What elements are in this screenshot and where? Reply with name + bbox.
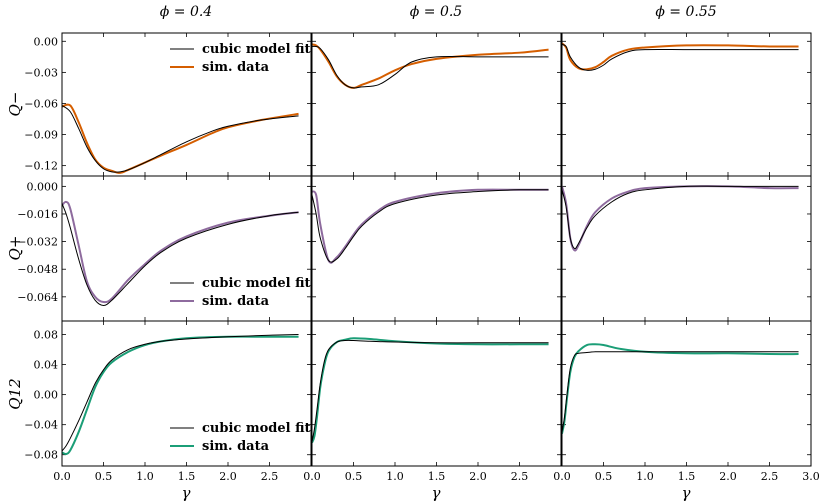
panel-frame — [561, 175, 812, 322]
y-tick-label: 0.04 — [34, 359, 59, 372]
legend-fit-label: cubic model fit — [202, 42, 311, 57]
cubic-model-fit-line — [62, 105, 299, 173]
x-axis-label-col-2: γ — [432, 484, 441, 502]
column-title-phi-0.5: ϕ = 0.5 — [410, 4, 463, 20]
x-tick-label: 0.0 — [53, 470, 71, 483]
sim-data-line — [312, 337, 549, 444]
cubic-model-fit-line — [312, 189, 549, 263]
panel-r1-c2 — [311, 32, 562, 177]
column-titles: ϕ = 0.4 ϕ = 0.5 ϕ = 0.55 — [160, 4, 717, 20]
panel-r2-c2 — [311, 175, 562, 322]
x-tick-label: 1.5 — [678, 470, 696, 483]
x-tick-label: 2.0 — [219, 470, 237, 483]
x-tick-label: 2.0 — [719, 470, 737, 483]
row-label-q-plus: Q+ — [6, 236, 24, 261]
panel-r1-c3 — [561, 32, 812, 177]
cubic-model-fit-line — [562, 185, 799, 250]
cubic-model-fit-line — [562, 351, 799, 433]
panel-frame — [311, 175, 562, 322]
panel-frame — [311, 320, 562, 467]
panel-frame — [61, 175, 312, 322]
cubic-model-fit-line — [312, 339, 549, 443]
panel-r3-c3: 0.0 0.5 1.0 1.5 2.0 2.5 3.0 — [553, 320, 820, 483]
legend: cubic model fit sim. data — [170, 421, 311, 454]
x-tick-label: 1.5 — [178, 470, 196, 483]
panel-r1-c1: 0.00 −0.03 −0.06 −0.09 −0.12 cubic model fit s… — [24, 32, 312, 177]
y-tick-label: −0.12 — [24, 160, 58, 173]
legend-sim-label: sim. data — [202, 60, 270, 75]
y-tick-label: −0.016 — [17, 208, 58, 221]
sim-data-line — [562, 343, 799, 434]
y-tick-label: −0.048 — [17, 263, 58, 276]
y-tick-label: 0.00 — [34, 389, 59, 402]
y-tick-label: −0.08 — [24, 449, 58, 462]
x-tick-label: 1.0 — [386, 470, 404, 483]
panel-r3-c2: 0.0 0.5 1.0 1.5 2.0 2.5 — [303, 320, 562, 483]
x-tick-label: 2.5 — [261, 470, 279, 483]
x-tick-label: 0.5 — [95, 470, 113, 483]
y-tick-label: 0.000 — [27, 180, 59, 193]
legend: cubic model fit sim. data — [170, 42, 311, 75]
x-tick-label: 0.0 — [553, 470, 571, 483]
x-tick-label: 2.5 — [761, 470, 779, 483]
panel-frame — [61, 320, 312, 467]
sim-data-line — [562, 42, 799, 71]
y-tick-label: −0.04 — [24, 419, 58, 432]
sim-data-line — [62, 200, 299, 304]
y-tick-label: −0.03 — [24, 66, 58, 79]
legend-fit-label: cubic model fit — [202, 421, 311, 436]
panel-r3-c1: 0.08 0.04 0.00 −0.04 −0.08 0.0 0.5 1.0 1.5 2.0 2.5… — [24, 320, 312, 483]
cubic-model-fit-line — [62, 203, 299, 306]
x-axis-labels: γ γ γ — [182, 484, 691, 502]
sim-data-line — [62, 335, 299, 456]
sim-data-line — [312, 43, 549, 89]
legend-sim-label: sim. data — [202, 439, 270, 454]
y-tick-label: −0.032 — [17, 236, 58, 249]
row-label-q-minus: Q− — [6, 92, 24, 117]
x-tick-label: 0.0 — [303, 470, 321, 483]
sim-data-line — [312, 188, 549, 264]
x-tick-label: 1.5 — [428, 470, 446, 483]
legend: cubic model fit sim. data — [170, 276, 311, 309]
panel-grid: 0.00 −0.03 −0.06 −0.09 −0.12 cubic model fit s… — [17, 32, 820, 483]
y-tick-label: −0.09 — [24, 129, 58, 142]
row-label-q12: Q12 — [6, 378, 24, 409]
x-tick-label: 2.0 — [469, 470, 487, 483]
column-title-phi-0.55: ϕ = 0.55 — [655, 4, 716, 20]
panel-r2-c1: 0.000 −0.016 −0.032 −0.048 −0.064 cubic model… — [17, 175, 312, 322]
sim-data-line — [562, 185, 799, 252]
x-tick-label: 0.5 — [345, 470, 363, 483]
x-tick-label: 1.0 — [136, 470, 154, 483]
x-tick-label: 2.5 — [511, 470, 529, 483]
y-tick-label: 0.00 — [34, 35, 59, 48]
legend-fit-label: cubic model fit — [202, 276, 311, 291]
y-tick-label: 0.08 — [34, 329, 59, 342]
panel-r2-c3 — [561, 175, 812, 322]
y-tick-label: −0.064 — [17, 291, 58, 304]
x-tick-label: 1.0 — [636, 470, 654, 483]
panel-frame — [561, 320, 812, 467]
x-tick-label: 0.5 — [595, 470, 613, 483]
panel-frame — [311, 32, 562, 177]
cubic-model-fit-line — [312, 45, 549, 89]
x-tick-label: 3.0 — [802, 470, 820, 483]
x-axis-label-col-1: γ — [182, 484, 191, 502]
legend-sim-label: sim. data — [202, 294, 270, 309]
cubic-model-fit-line — [562, 43, 799, 71]
cubic-model-fit-line — [62, 334, 299, 452]
column-title-phi-0.4: ϕ = 0.4 — [160, 4, 212, 20]
sim-data-line — [62, 103, 299, 174]
x-axis-label-col-3: γ — [682, 484, 691, 502]
row-labels: Q− Q+ Q12 — [6, 92, 24, 410]
y-tick-label: −0.06 — [24, 97, 58, 110]
panel-frame — [561, 32, 812, 177]
